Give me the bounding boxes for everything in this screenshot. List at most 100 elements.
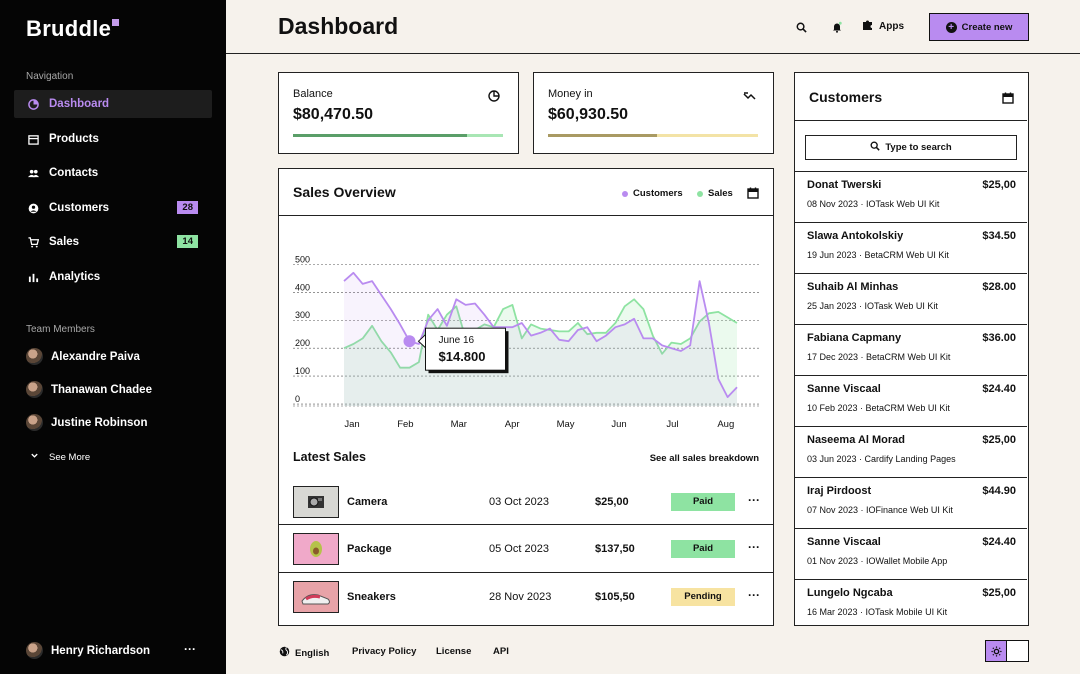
stat-value: $80,470.50 — [293, 106, 374, 123]
top-bar: Dashboard Apps + Create new — [226, 0, 1080, 54]
more-icon[interactable]: ··· — [748, 540, 760, 554]
product-thumbnail — [293, 486, 339, 518]
table-row[interactable]: Camera 03 Oct 2023 $25,00 Paid ··· — [279, 478, 773, 526]
balance-progress-bar — [293, 134, 503, 137]
customer-meta: 25 Jan 2023 · IOTask Web UI Kit — [807, 301, 938, 311]
api-link[interactable]: API — [493, 646, 509, 657]
customer-meta: 07 Nov 2023 · IOFinance Web UI Kit — [807, 505, 953, 515]
chart-grid — [293, 264, 759, 407]
current-user[interactable]: Henry Richardson ··· — [26, 642, 196, 659]
pie-chart-icon[interactable] — [488, 89, 500, 102]
customer-name: Fabiana Capmany — [807, 332, 902, 344]
customer-row[interactable]: Sanne Viscaal $24.40 01 Nov 2023 · IOWalle… — [795, 528, 1027, 579]
plus-icon: + — [945, 21, 957, 33]
sidebar-item-label: Contacts — [49, 167, 99, 179]
sales-count-badge: 14 — [177, 235, 198, 248]
team-member[interactable]: Justine Robinson — [26, 414, 147, 431]
customer-row[interactable]: Iraj Pirdoost $44.90 07 Nov 2023 · IOFinan… — [795, 477, 1027, 528]
sale-date: 05 Oct 2023 — [489, 543, 549, 555]
trend-icon[interactable] — [743, 89, 756, 101]
customers-title: Customers — [809, 89, 883, 105]
table-row[interactable]: Package 05 Oct 2023 $137,50 Paid ··· — [279, 524, 773, 572]
globe-icon — [279, 646, 290, 660]
products-icon — [28, 134, 39, 145]
calendar-icon[interactable] — [1002, 91, 1014, 104]
sidebar-item-products[interactable]: Products — [14, 125, 212, 153]
progress-fill — [293, 134, 468, 137]
y-tick-label: 200 — [295, 338, 310, 348]
calendar-icon[interactable] — [747, 186, 759, 199]
customers-count-badge: 28 — [177, 201, 198, 214]
team-member[interactable]: Thanawan Chadee — [26, 381, 152, 398]
sale-date: 28 Nov 2023 — [489, 591, 552, 603]
customer-amount: $25,00 — [982, 434, 1016, 446]
customer-row[interactable]: Naseema Al Morad $25,00 03 Jun 2023 · Card… — [795, 426, 1027, 477]
sale-amount: $25,00 — [595, 496, 629, 508]
see-all-sales-link[interactable]: See all sales breakdown — [649, 453, 759, 464]
customer-row[interactable]: Lungelo Ngcaba $25,00 16 Mar 2023 · IOTask… — [795, 579, 1027, 630]
sidebar-item-analytics[interactable]: Analytics — [14, 263, 212, 291]
search-icon — [870, 141, 881, 154]
team-member[interactable]: Alexandre Paiva — [26, 348, 140, 365]
sidebar-item-dashboard[interactable]: Dashboard — [14, 90, 212, 118]
contacts-icon — [28, 168, 39, 179]
avatar — [26, 642, 43, 659]
customer-meta: 10 Feb 2023 · BetaCRM Web UI Kit — [807, 403, 950, 413]
product-thumbnail — [293, 533, 339, 565]
customer-name: Sanne Viscaal — [807, 536, 881, 548]
customer-name: Naseema Al Morad — [807, 434, 906, 446]
legend-sales[interactable]: Sales — [697, 188, 733, 199]
customer-amount: $36.00 — [982, 332, 1016, 344]
stat-label: Balance — [293, 88, 333, 100]
customer-meta: 03 Jun 2023 · Cardify Landing Pages — [807, 454, 956, 464]
customer-name: Suhaib Al Minhas — [807, 281, 899, 293]
y-tick-label: 100 — [295, 366, 310, 376]
status-badge: Paid — [671, 540, 735, 558]
x-tick-label: Aug — [717, 419, 734, 430]
sale-amount: $105,50 — [595, 591, 635, 603]
sales-chart: 500 400 300 200 100 0 Jan Feb Mar Apr May Jun Jul Au… — [293, 254, 759, 430]
create-new-button[interactable]: + Create new — [929, 13, 1029, 41]
sale-name: Camera — [347, 496, 388, 508]
more-icon[interactable]: ··· — [748, 493, 760, 507]
customer-row[interactable]: Slawa Antokolskiy $34.50 19 Jun 2023 · Bet… — [795, 222, 1027, 273]
customer-search-input[interactable]: Type to search — [805, 135, 1017, 160]
bell-icon[interactable] — [830, 20, 844, 34]
x-tick-label: May — [557, 419, 575, 430]
theme-toggle[interactable] — [985, 640, 1029, 662]
license-link[interactable]: License — [436, 646, 472, 657]
sales-overview-title: Sales Overview — [293, 184, 396, 200]
privacy-policy-link[interactable]: Privacy Policy — [352, 646, 417, 657]
more-icon[interactable]: ··· — [184, 642, 196, 656]
customer-row[interactable]: Sanne Viscaal $24.40 10 Feb 2023 · BetaCRM… — [795, 375, 1027, 426]
customer-row[interactable]: Fabiana Capmany $36.00 17 Dec 2023 · BetaC… — [795, 324, 1027, 375]
avatar — [26, 381, 43, 398]
x-tick-label: Jan — [344, 419, 359, 430]
page-title: Dashboard — [278, 13, 399, 39]
search-icon[interactable] — [794, 20, 808, 34]
sale-date: 03 Oct 2023 — [489, 496, 549, 508]
sale-amount: $137,50 — [595, 543, 635, 555]
see-more-button[interactable]: See More — [30, 451, 90, 463]
app-logo[interactable]: Bruddle — [26, 16, 120, 42]
x-tick-label: Jun — [611, 419, 626, 430]
avatar — [26, 414, 43, 431]
moon-icon[interactable] — [1007, 641, 1028, 661]
sidebar-item-customers[interactable]: Customers 28 — [14, 194, 212, 222]
customer-row[interactable]: Suhaib Al Minhas $28.00 25 Jan 2023 · IOTa… — [795, 273, 1027, 324]
legend-dot — [697, 190, 703, 197]
language-selector[interactable]: English — [279, 646, 329, 660]
cart-icon — [28, 236, 39, 248]
customer-row[interactable]: Donat Twerski $25,00 08 Nov 2023 · IOTask … — [795, 171, 1027, 222]
customer-meta: 17 Dec 2023 · BetaCRM Web UI Kit — [807, 352, 951, 362]
sun-icon[interactable] — [986, 641, 1007, 661]
sidebar-item-sales[interactable]: Sales 14 — [14, 228, 212, 256]
stat-label: Money in — [548, 88, 593, 100]
legend-customers[interactable]: Customers — [622, 188, 683, 199]
more-icon[interactable]: ··· — [748, 588, 760, 602]
apps-button[interactable]: Apps — [862, 19, 904, 34]
sidebar-item-contacts[interactable]: Contacts — [14, 159, 212, 187]
current-user-name: Henry Richardson — [51, 644, 151, 657]
table-row[interactable]: Sneakers 28 Nov 2023 $105,50 Pending ··· — [279, 572, 773, 620]
search-placeholder: Type to search — [885, 142, 952, 153]
